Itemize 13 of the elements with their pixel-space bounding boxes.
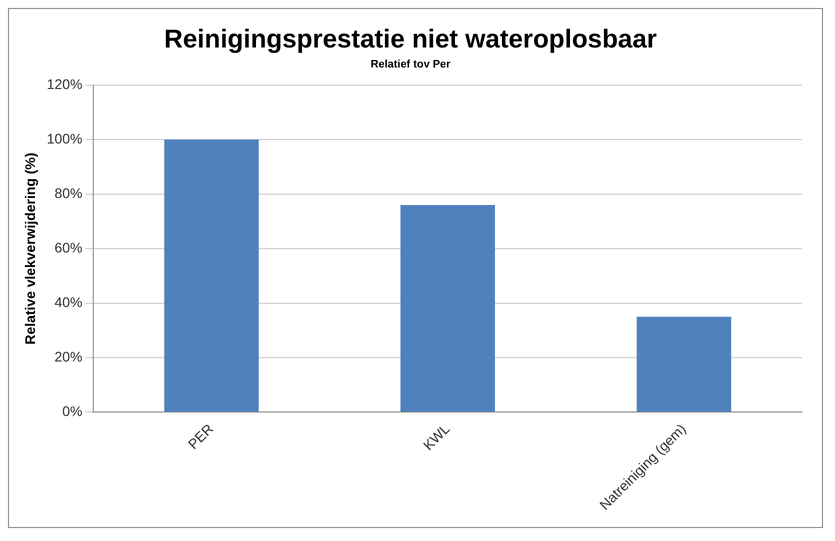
y-tick-label: 20%: [54, 348, 82, 364]
y-tick-label: 60%: [54, 239, 82, 256]
y-tick-label: 100%: [46, 130, 82, 146]
chart-title: Reinigingsprestatie niet wateroplosbaar: [164, 26, 657, 54]
bar: [636, 316, 732, 412]
y-tick-label: 0%: [62, 402, 82, 419]
bar: [400, 205, 495, 412]
y-tick-label: 80%: [54, 184, 82, 201]
y-tick-label: 40%: [54, 294, 82, 310]
chart-subtitle: Relatief tov Per: [370, 58, 452, 71]
y-axis-title: Relative vlekverwijdering (%): [22, 152, 38, 345]
bar: [164, 140, 259, 412]
y-tick-label: 120%: [46, 76, 82, 92]
